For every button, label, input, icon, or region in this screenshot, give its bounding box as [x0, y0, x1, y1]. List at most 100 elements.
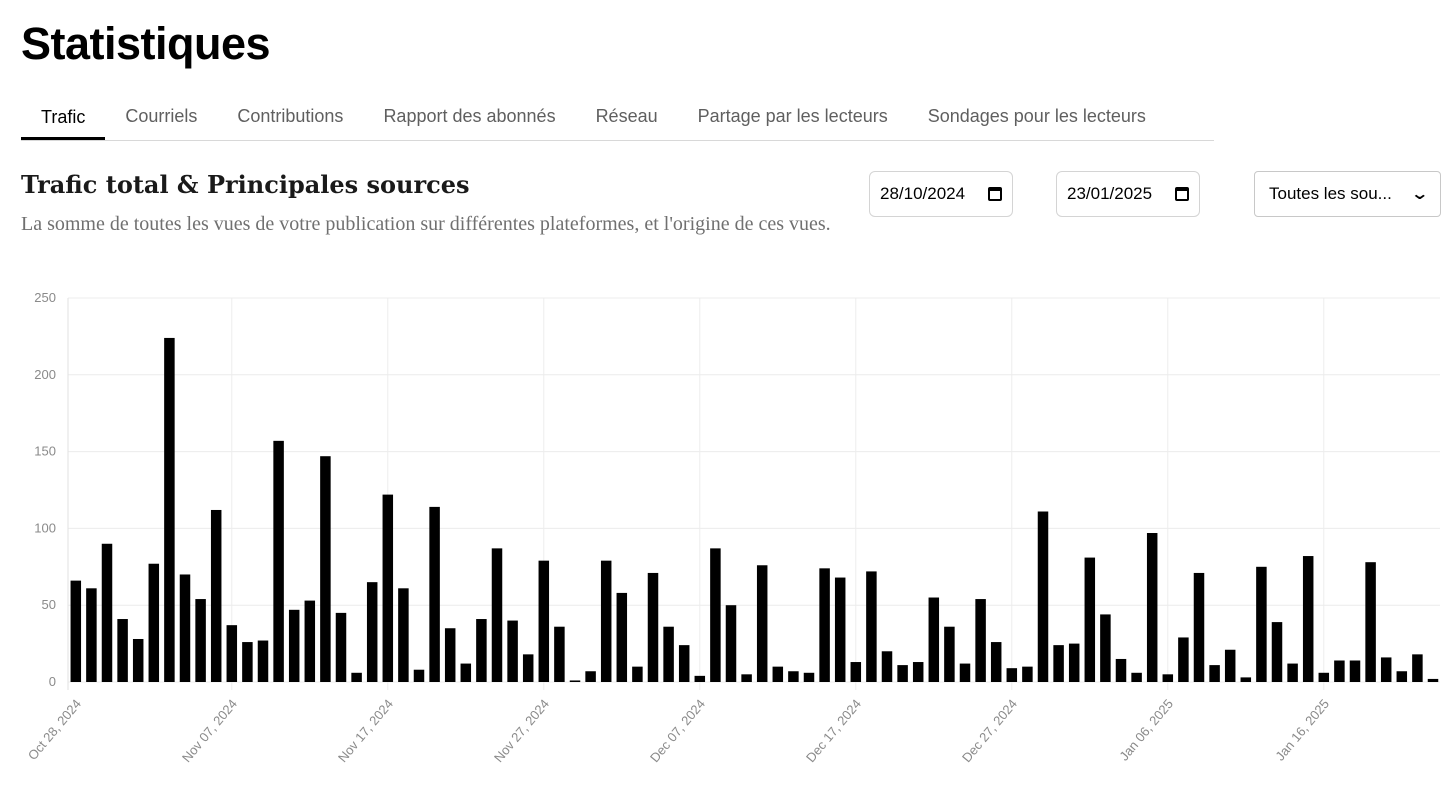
bar[interactable]	[928, 597, 940, 682]
bar[interactable]	[1412, 654, 1423, 682]
bar[interactable]	[990, 642, 1002, 682]
bar[interactable]	[1302, 556, 1314, 682]
bar[interactable]	[195, 599, 206, 682]
bar[interactable]	[1178, 637, 1189, 682]
bar[interactable]	[647, 572, 659, 682]
bar[interactable]	[351, 672, 362, 682]
bar[interactable]	[226, 625, 238, 682]
bar[interactable]	[772, 666, 784, 682]
tab-reseau[interactable]: Réseau	[595, 106, 658, 126]
bar[interactable]	[1271, 622, 1283, 682]
tab-trafic[interactable]: Trafic	[21, 94, 106, 140]
bar[interactable]	[803, 672, 815, 682]
bar[interactable]	[585, 671, 596, 682]
bar[interactable]	[538, 560, 550, 682]
bar[interactable]	[522, 654, 534, 682]
bar[interactable]	[1131, 672, 1142, 682]
bar[interactable]	[1349, 660, 1361, 682]
bar[interactable]	[382, 494, 394, 682]
bar[interactable]	[86, 588, 97, 682]
bar[interactable]	[429, 506, 440, 682]
bar[interactable]	[210, 509, 222, 682]
calendar-icon[interactable]	[1175, 187, 1189, 201]
bar[interactable]	[975, 599, 986, 682]
tab-sondages-lecteurs[interactable]: Sondages pour les lecteurs	[927, 106, 1146, 126]
bar[interactable]	[788, 671, 799, 682]
bar[interactable]	[1427, 678, 1439, 682]
bar[interactable]	[819, 568, 830, 682]
bar[interactable]	[1209, 665, 1220, 682]
bar[interactable]	[304, 600, 316, 682]
tab-rapport-abonnes[interactable]: Rapport des abonnés	[383, 106, 556, 126]
bar[interactable]	[569, 680, 581, 682]
bar[interactable]	[912, 662, 924, 682]
tab-courriels[interactable]: Courriels	[125, 106, 198, 126]
bar[interactable]	[320, 456, 331, 682]
tab-contributions[interactable]: Contributions	[237, 106, 344, 126]
bar[interactable]	[101, 543, 113, 682]
bar[interactable]	[179, 574, 191, 682]
bar[interactable]	[148, 563, 160, 682]
bar[interactable]	[460, 663, 472, 682]
bar[interactable]	[866, 571, 877, 682]
bar[interactable]	[1115, 658, 1127, 682]
bar[interactable]	[710, 548, 721, 682]
bar[interactable]	[1334, 660, 1345, 682]
bar[interactable]	[1100, 614, 1111, 682]
bar[interactable]	[944, 626, 955, 682]
bar[interactable]	[897, 665, 908, 682]
bar[interactable]	[1146, 533, 1158, 682]
bar[interactable]	[335, 612, 347, 682]
bar[interactable]	[1084, 557, 1096, 682]
bar[interactable]	[164, 337, 175, 682]
bar[interactable]	[694, 675, 706, 682]
bar[interactable]	[242, 642, 253, 682]
start-date-input[interactable]: 28/10/2024	[869, 171, 1013, 217]
bar[interactable]	[366, 582, 378, 682]
bar[interactable]	[834, 577, 846, 682]
bar[interactable]	[616, 592, 628, 682]
bar[interactable]	[632, 666, 643, 682]
bar[interactable]	[288, 609, 300, 682]
bar[interactable]	[554, 626, 565, 682]
bar[interactable]	[756, 565, 768, 682]
bar[interactable]	[1380, 657, 1392, 682]
bar[interactable]	[1287, 663, 1298, 682]
bar[interactable]	[725, 605, 737, 682]
bar[interactable]	[1256, 566, 1267, 682]
bar[interactable]	[1068, 643, 1080, 682]
bar[interactable]	[1365, 562, 1376, 682]
tab-partage-lecteurs[interactable]: Partage par les lecteurs	[697, 106, 888, 126]
bar[interactable]	[1240, 677, 1252, 682]
bar[interactable]	[678, 645, 690, 682]
bar[interactable]	[117, 619, 128, 682]
bar[interactable]	[1006, 668, 1018, 682]
bar[interactable]	[70, 580, 82, 682]
bar[interactable]	[881, 651, 893, 682]
bar[interactable]	[600, 560, 612, 682]
bar[interactable]	[1318, 672, 1330, 682]
bar[interactable]	[413, 669, 425, 682]
bar[interactable]	[1224, 649, 1236, 682]
bar[interactable]	[132, 638, 144, 682]
bar[interactable]	[444, 628, 456, 682]
bar[interactable]	[507, 620, 518, 682]
bar[interactable]	[398, 588, 409, 682]
bar[interactable]	[257, 640, 269, 682]
bar[interactable]	[1193, 572, 1205, 682]
source-select[interactable]: Toutes les sou... ⌄	[1254, 171, 1441, 217]
bar[interactable]	[476, 619, 487, 682]
bar[interactable]	[663, 626, 674, 682]
bar[interactable]	[1022, 666, 1033, 682]
bar[interactable]	[273, 440, 284, 682]
bar[interactable]	[1162, 674, 1174, 682]
bar[interactable]	[1396, 671, 1408, 682]
bar[interactable]	[491, 548, 503, 682]
bar[interactable]	[850, 662, 862, 682]
bar[interactable]	[959, 663, 971, 682]
calendar-icon[interactable]	[988, 187, 1002, 201]
bar[interactable]	[1037, 511, 1049, 682]
end-date-input[interactable]: 23/01/2025	[1056, 171, 1200, 217]
bar[interactable]	[1053, 645, 1064, 682]
bar[interactable]	[741, 674, 752, 682]
